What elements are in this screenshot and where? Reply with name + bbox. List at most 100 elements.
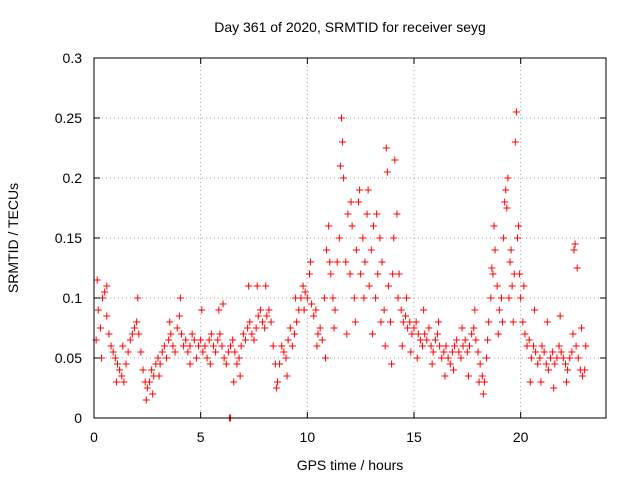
data-point [305,270,313,278]
data-point [156,360,164,368]
data-point [216,330,224,338]
data-point [215,306,223,314]
data-point [145,378,153,386]
data-point [212,348,220,356]
data-point [520,282,528,290]
y-tick-label: 0 [74,410,82,426]
data-point [419,342,427,350]
data-point [265,306,273,314]
data-point [516,270,524,278]
data-point [359,234,367,242]
data-point [483,354,491,362]
data-point [173,324,181,332]
data-point [171,348,179,356]
data-point [273,378,281,386]
data-point [399,318,407,326]
data-point [352,246,360,254]
data-point [459,342,467,350]
data-point [118,372,126,380]
x-tick-label: 20 [513,429,529,445]
data-point [390,234,398,242]
data-point [451,342,459,350]
data-point [421,330,429,338]
data-point [93,276,101,284]
data-point [188,330,196,338]
data-point [222,360,230,368]
data-point [549,348,557,356]
data-point [256,306,264,314]
data-point [476,360,484,368]
data-point [246,318,254,326]
data-point [128,330,136,338]
data-point [224,348,232,356]
data-point [363,210,371,218]
data-point [408,330,416,338]
data-point [278,342,286,350]
data-point [484,336,492,344]
data-point [364,186,372,194]
data-point [283,372,291,380]
data-point [521,330,529,338]
data-point [303,294,311,302]
data-point [497,294,505,302]
data-point [105,330,113,338]
data-point [531,306,539,314]
data-point [536,354,544,362]
data-point [493,282,501,290]
data-point [109,348,117,356]
data-point [474,348,482,356]
data-point [107,342,115,350]
data-point [425,324,433,332]
data-point [199,348,207,356]
data-point [505,294,513,302]
data-point [506,258,514,266]
data-point [537,378,545,386]
data-point [230,378,238,386]
data-point [436,342,444,350]
data-point [435,318,443,326]
data-point [383,168,391,176]
data-point [395,270,403,278]
data-point [401,312,409,320]
data-point [403,294,411,302]
data-point [131,324,139,332]
chart-title: Day 361 of 2020, SRMTID for receiver sey… [214,19,486,35]
data-point [276,360,284,368]
data-point [143,384,151,392]
data-point [316,324,324,332]
data-point [413,354,421,362]
data-point [163,354,171,362]
data-point [308,300,316,308]
data-point [507,246,515,254]
data-point [357,270,365,278]
data-point [369,222,377,230]
data-point [478,372,486,380]
data-point [502,186,510,194]
data-point [139,366,147,374]
data-point [94,306,102,314]
data-point [461,336,469,344]
data-point [557,348,565,356]
data-point [433,330,441,338]
data-point [416,336,424,344]
data-point [122,360,130,368]
data-point [203,354,211,362]
data-point [339,138,347,146]
data-point [523,342,531,350]
data-point [367,246,375,254]
data-point [579,372,587,380]
data-point [382,144,390,152]
data-point [282,354,290,362]
data-point [542,360,550,368]
data-point [479,390,487,398]
data-point [300,306,308,314]
data-point [312,306,320,314]
data-point [201,342,209,350]
data-point [519,318,527,326]
data-point [391,156,399,164]
data-point [540,348,548,356]
data-point [444,354,452,362]
data-point [488,264,496,272]
data-point [175,312,183,320]
data-point [501,198,509,206]
